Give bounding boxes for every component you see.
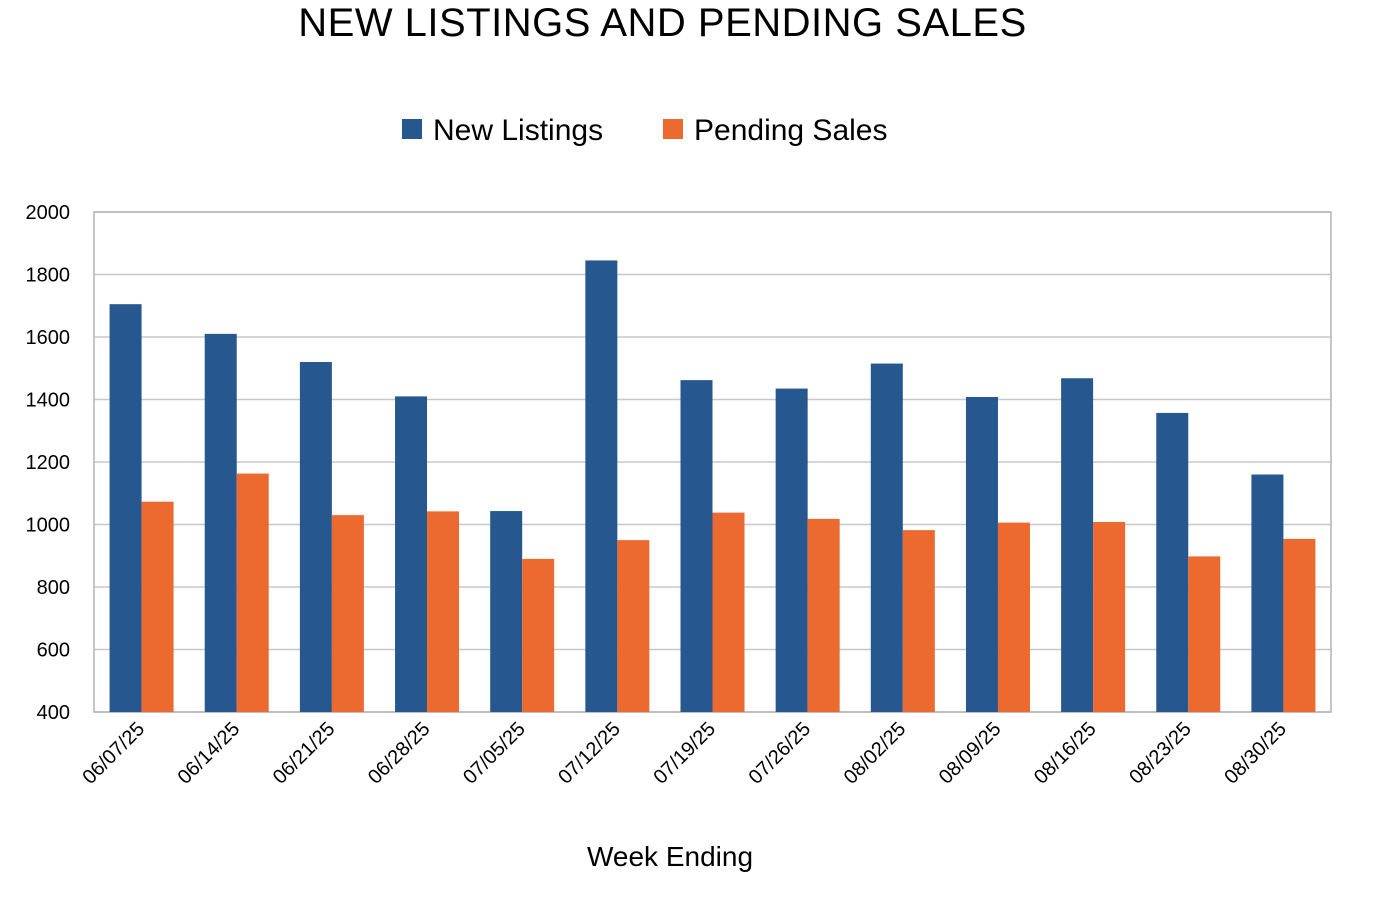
legend-swatch-pending-sales <box>663 119 683 139</box>
bars <box>109 260 1316 712</box>
bar-pending-sales-3 <box>427 511 460 712</box>
x-tick-label: 06/28/25 <box>364 718 435 789</box>
legend: New Listings Pending Sales <box>402 114 887 147</box>
x-tick-label: 06/14/25 <box>174 718 245 789</box>
bar-pending-sales-2 <box>331 515 364 712</box>
legend-label-new-listings: New Listings <box>433 114 603 147</box>
bar-pending-sales-12 <box>1283 538 1316 712</box>
bar-new-listings-0 <box>109 304 142 712</box>
bar-pending-sales-0 <box>141 501 174 712</box>
y-tick-label: 400 <box>37 702 70 724</box>
bar-new-listings-1 <box>204 333 237 712</box>
bar-new-listings-3 <box>395 396 428 712</box>
bar-new-listings-5 <box>585 260 618 712</box>
bar-new-listings-10 <box>1061 378 1094 712</box>
bar-pending-sales-9 <box>997 522 1030 712</box>
bar-pending-sales-5 <box>617 540 650 712</box>
bar-pending-sales-4 <box>522 558 555 712</box>
x-tick-label: 08/09/25 <box>935 718 1006 789</box>
x-tick-label: 08/23/25 <box>1125 718 1196 789</box>
bar-new-listings-6 <box>680 380 713 712</box>
chart-title: NEW LISTINGS AND PENDING SALES <box>298 1 1027 45</box>
y-tick-label: 1400 <box>26 390 71 412</box>
bar-new-listings-9 <box>965 397 998 712</box>
bar-new-listings-12 <box>1251 474 1284 712</box>
y-tick-label: 1600 <box>26 327 71 349</box>
bar-pending-sales-11 <box>1188 556 1221 712</box>
x-tick-label: 08/30/25 <box>1220 718 1291 789</box>
x-axis-title: Week Ending <box>587 841 753 872</box>
bar-new-listings-2 <box>299 362 332 712</box>
x-tick-label: 08/02/25 <box>840 718 911 789</box>
bar-pending-sales-6 <box>712 512 745 712</box>
y-tick-label: 2000 <box>26 202 71 224</box>
legend-swatch-new-listings <box>402 119 422 139</box>
x-tick-label: 07/26/25 <box>745 718 816 789</box>
legend-label-pending-sales: Pending Sales <box>694 114 887 147</box>
bar-pending-sales-7 <box>807 518 840 712</box>
x-axis-ticks: 06/07/25 06/14/25 06/21/25 06/28/25 07/05/25… <box>79 718 1291 789</box>
y-tick-label: 800 <box>37 577 70 599</box>
x-tick-label: 07/05/25 <box>459 718 530 789</box>
x-tick-label: 06/21/25 <box>269 718 340 789</box>
x-tick-label: 07/12/25 <box>554 718 625 789</box>
x-tick-label: 08/16/25 <box>1030 718 1101 789</box>
bar-pending-sales-10 <box>1093 522 1126 712</box>
y-axis-ticks: 400 600 800 1000 1200 1400 1600 1800 2000 <box>26 202 71 724</box>
bar-new-listings-4 <box>490 511 523 712</box>
bar-new-listings-7 <box>775 388 808 712</box>
y-tick-label: 1200 <box>26 452 71 474</box>
bar-pending-sales-1 <box>236 473 269 712</box>
bar-new-listings-8 <box>870 363 903 712</box>
y-tick-label: 1000 <box>26 515 71 537</box>
bar-new-listings-11 <box>1156 412 1189 712</box>
x-tick-label: 07/19/25 <box>649 718 720 789</box>
y-tick-label: 600 <box>37 640 70 662</box>
x-tick-label: 06/07/25 <box>79 718 150 789</box>
bar-pending-sales-8 <box>902 530 935 712</box>
y-tick-label: 1800 <box>26 265 71 287</box>
